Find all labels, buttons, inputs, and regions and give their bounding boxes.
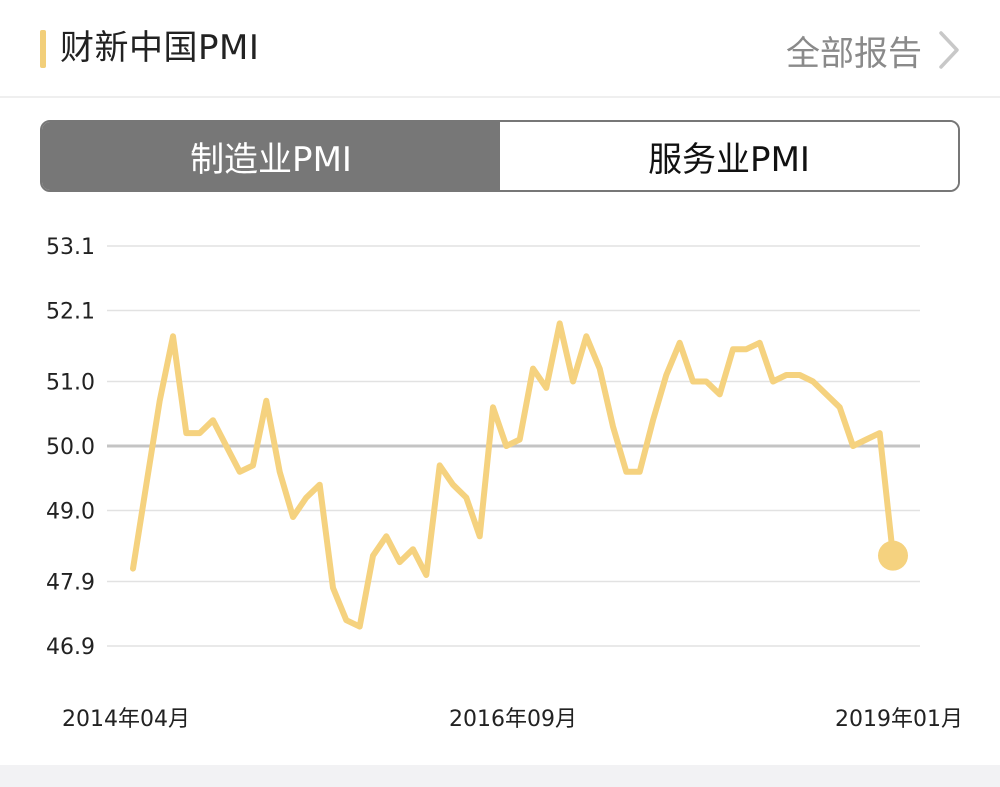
y-tick-label: 53.1 — [46, 235, 95, 260]
series-line — [130, 320, 896, 630]
footer-divider — [0, 765, 1000, 787]
tab-services-pmi[interactable]: 服务业PMI — [500, 122, 958, 190]
y-tick-label: 47.9 — [46, 570, 95, 595]
x-tick-label: 2014年04月 — [62, 707, 190, 732]
header: 财新中国PMI 全部报告 — [0, 0, 1000, 98]
y-tick-label: 52.1 — [46, 300, 95, 325]
pmi-line-chart: 53.1 52.1 51.0 50.0 49.0 47.9 46.9 2014年04月 2016… — [46, 235, 963, 732]
tab-label: 服务业PMI — [648, 139, 810, 180]
y-tick-label: 49.0 — [46, 500, 95, 525]
tab-manufacturing-pmi[interactable]: 制造业PMI — [42, 122, 500, 190]
tab-label: 制造业PMI — [190, 139, 352, 180]
title-accent-bar — [40, 30, 46, 68]
chevron-right-icon — [939, 31, 959, 69]
y-tick-label: 46.9 — [46, 635, 95, 660]
last-point-marker[interactable] — [878, 540, 908, 571]
x-tick-label: 2016年09月 — [449, 707, 577, 732]
y-tick-label: 51.0 — [46, 370, 95, 395]
y-tick-label: 50.0 — [46, 435, 95, 460]
pmi-tabs: 制造业PMI 服务业PMI — [40, 120, 960, 192]
all-reports-label: 全部报告 — [786, 33, 922, 74]
page-title: 财新中国PMI — [60, 28, 260, 68]
all-reports-link[interactable]: 全部报告 — [786, 24, 960, 76]
x-tick-label: 2019年01月 — [835, 707, 963, 732]
